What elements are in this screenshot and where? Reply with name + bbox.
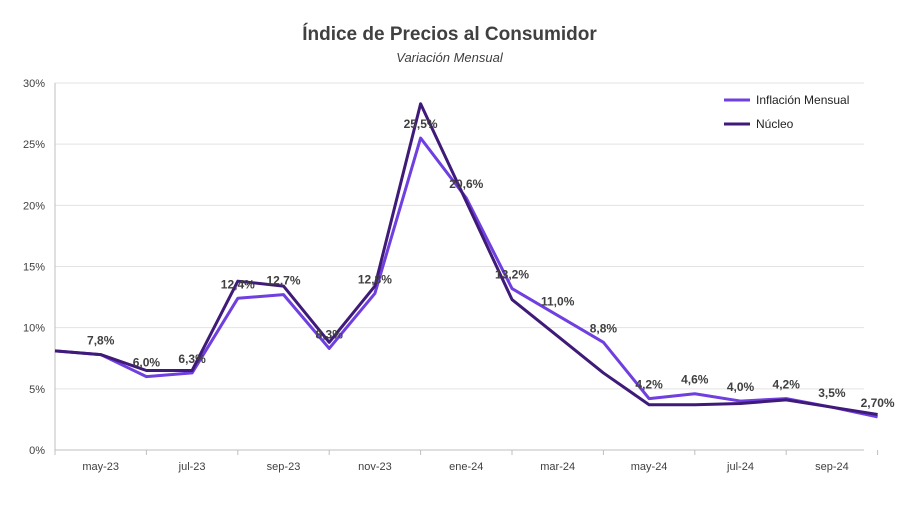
- data-label: 12,7%: [266, 274, 300, 288]
- y-tick-label: 15%: [23, 262, 45, 274]
- data-label: 8,8%: [590, 321, 618, 335]
- x-tick-label: nov-23: [358, 461, 392, 473]
- series-line-nucleo: [54, 102, 878, 417]
- data-label: 6,0%: [133, 356, 161, 370]
- data-label: 4,2%: [635, 378, 663, 392]
- data-label: 20,6%: [449, 177, 483, 191]
- x-tick-label: may-24: [631, 461, 668, 473]
- data-label: 3,5%: [818, 386, 846, 400]
- data-label: 6,3%: [178, 352, 206, 366]
- x-tick-label: ene-24: [449, 461, 483, 473]
- legend-label: Núcleo: [756, 117, 794, 131]
- x-tick-label: sep-23: [267, 461, 301, 473]
- chart-subtitle: Variación Mensual: [396, 50, 503, 65]
- data-label: 25,5%: [404, 117, 438, 131]
- y-tick-label: 5%: [29, 384, 45, 396]
- series-line-inflacion-mensual: [54, 136, 878, 419]
- legend-label: Inflación Mensual: [756, 93, 849, 107]
- data-label: 4,6%: [681, 373, 709, 387]
- y-tick-label: 30%: [23, 78, 45, 90]
- y-tick-label: 10%: [23, 323, 45, 335]
- data-label: 12,4%: [221, 277, 255, 291]
- x-tick-label: sep-24: [815, 461, 849, 473]
- x-tick-label: jul-24: [726, 461, 754, 473]
- data-label: 4,2%: [773, 378, 801, 392]
- data-label: 2,70%: [861, 396, 895, 410]
- chart-title: Índice de Precios al Consumidor: [302, 24, 597, 45]
- y-tick-label: 20%: [23, 200, 45, 212]
- x-tick-label: jul-23: [178, 461, 206, 473]
- x-tick-label: may-23: [82, 461, 119, 473]
- data-label: 4,0%: [727, 380, 755, 394]
- data-label: 7,8%: [87, 334, 115, 348]
- x-tick-label: mar-24: [540, 461, 575, 473]
- data-label: 11,0%: [541, 294, 575, 308]
- y-tick-label: 0%: [29, 445, 45, 457]
- data-label: 12,8%: [358, 272, 392, 286]
- data-label: 8,3%: [316, 327, 344, 341]
- data-label: 13,2%: [495, 268, 529, 282]
- y-tick-label: 25%: [23, 139, 45, 151]
